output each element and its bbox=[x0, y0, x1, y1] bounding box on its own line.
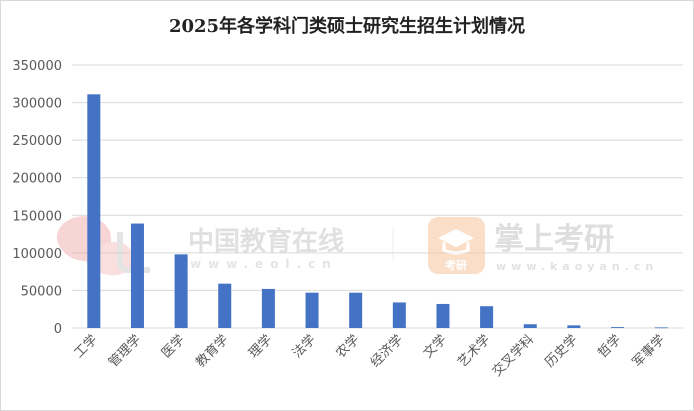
y-tick-label: 200000 bbox=[12, 172, 62, 187]
x-tick-label: 经济学 bbox=[367, 332, 406, 371]
bar bbox=[261, 288, 275, 328]
x-tick-label: 艺术学 bbox=[455, 332, 494, 371]
y-tick-label: 300000 bbox=[12, 97, 62, 112]
chart-title: 2025年各学科门类硕士研究生招生计划情况 bbox=[168, 16, 526, 37]
bar bbox=[174, 254, 188, 328]
x-tick-label: 交叉学科 bbox=[489, 332, 537, 380]
bar bbox=[392, 302, 406, 328]
bar bbox=[349, 292, 363, 328]
bars bbox=[87, 94, 668, 329]
x-tick-label: 管理学 bbox=[105, 332, 144, 371]
bar bbox=[87, 94, 101, 328]
y-axis-tick-labels: 0 50000 100000 150000 200000 250000 300000 3500… bbox=[12, 59, 62, 337]
grid-lines bbox=[72, 64, 683, 329]
x-tick-label: 理学 bbox=[246, 332, 276, 362]
y-tick-label: 350000 bbox=[12, 59, 62, 74]
y-tick-label: 250000 bbox=[12, 134, 62, 149]
x-tick-label: 军事学 bbox=[629, 332, 668, 371]
bar bbox=[130, 223, 144, 328]
eol-watermark: 中国教育在线 www.eol.cn bbox=[56, 216, 394, 276]
y-tick-label: 0 bbox=[54, 322, 62, 337]
x-tick-label: 文学 bbox=[420, 332, 450, 362]
x-tick-label: 工学 bbox=[71, 332, 101, 362]
x-tick-label: 农学 bbox=[333, 332, 363, 362]
bar bbox=[305, 292, 319, 328]
bar bbox=[611, 327, 625, 328]
y-tick-label: 100000 bbox=[12, 247, 62, 262]
eol-url-text: www.eol.cn bbox=[190, 257, 338, 271]
bar bbox=[436, 303, 450, 328]
x-tick-label: 法学 bbox=[289, 332, 319, 362]
bar bbox=[567, 325, 581, 328]
bar bbox=[480, 306, 494, 328]
bar bbox=[523, 324, 537, 328]
bar bbox=[654, 327, 668, 329]
x-tick-label: 历史学 bbox=[542, 332, 581, 371]
graduation-cap-badge-icon: 考研 bbox=[428, 217, 485, 274]
bar bbox=[218, 283, 232, 328]
y-tick-label: 150000 bbox=[12, 209, 62, 224]
x-tick-label: 医学 bbox=[158, 332, 188, 362]
x-tick-label: 教育学 bbox=[193, 332, 232, 371]
kaoyan-url-text: www.kaoyan.cn bbox=[496, 260, 658, 273]
kaoyan-watermark: 考研 掌上考研 www.kaoyan.cn bbox=[428, 217, 658, 274]
y-tick-label: 50000 bbox=[21, 284, 62, 299]
eol-brand-text: 中国教育在线 bbox=[188, 226, 344, 257]
badge-text: 考研 bbox=[445, 258, 467, 272]
x-tick-label: 哲学 bbox=[595, 332, 625, 362]
kaoyan-brand-text: 掌上考研 bbox=[494, 222, 614, 257]
